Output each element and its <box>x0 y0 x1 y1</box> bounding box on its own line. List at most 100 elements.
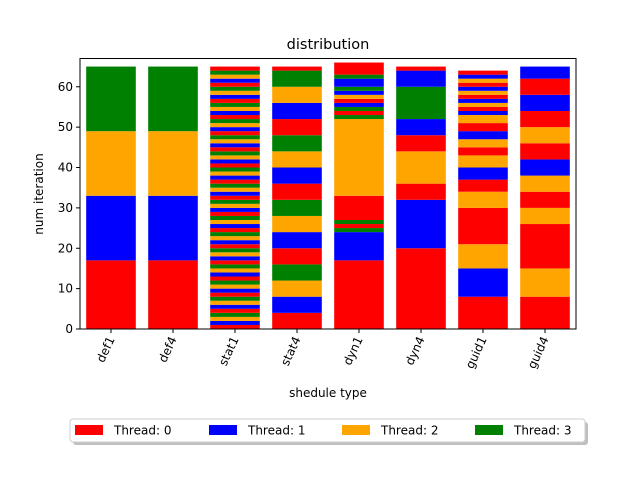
bar-segment <box>520 175 570 192</box>
bar-segment <box>210 102 260 107</box>
legend-label: Thread: 0 <box>113 424 171 438</box>
bar-segment <box>458 102 508 107</box>
bar-segment <box>334 94 384 99</box>
bar-segment <box>210 175 260 180</box>
bar-segment <box>210 70 260 75</box>
bar-segment <box>520 127 570 144</box>
bar-segment <box>210 272 260 277</box>
bar-segment <box>334 260 384 329</box>
bar-segment <box>458 110 508 116</box>
bar-segment <box>210 110 260 116</box>
bar-segment <box>210 236 260 241</box>
x-tick-label: def1 <box>94 334 118 364</box>
bar-segment <box>210 179 260 184</box>
bar-segment <box>210 135 260 140</box>
bar-stack-dyn1 <box>334 62 384 329</box>
bar-segment <box>272 135 322 152</box>
bar-stack-def4 <box>148 66 198 329</box>
chart-title: distribution <box>287 37 370 53</box>
bar-segment <box>210 199 260 204</box>
bar-segment <box>210 219 260 225</box>
bar-segment <box>210 119 260 124</box>
bar-segment <box>272 183 322 200</box>
bar-segment <box>210 151 260 156</box>
bar-segment <box>334 232 384 261</box>
x-tick-label: dyn4 <box>402 334 427 367</box>
bar-segment <box>148 131 198 196</box>
bar-segment <box>210 224 260 229</box>
bar-segment <box>396 70 446 87</box>
bar-segment <box>520 191 570 208</box>
bar-segment <box>210 167 260 172</box>
bar-segment <box>520 159 570 176</box>
bar-segment <box>458 82 508 87</box>
bar-stack-guid4 <box>520 66 570 329</box>
bar-segment <box>272 248 322 265</box>
bar-segment <box>210 74 260 79</box>
bar-segment <box>458 179 508 192</box>
legend-swatch <box>75 425 103 435</box>
bar-segment <box>86 131 136 196</box>
bar-segment <box>210 264 260 269</box>
bar-segment <box>210 292 260 297</box>
legend-swatch <box>342 425 370 435</box>
bar-segment <box>210 215 260 220</box>
bar-segment <box>210 308 260 313</box>
y-tick-label: 30 <box>58 201 73 215</box>
bar-segment <box>520 296 570 329</box>
bar-segment <box>396 135 446 152</box>
bar-segment <box>210 78 260 83</box>
bar-segment <box>458 86 508 91</box>
bar-segment <box>334 78 384 87</box>
bar-segment <box>210 228 260 233</box>
bar-segment <box>520 143 570 160</box>
x-tick-label: guid1 <box>463 334 490 371</box>
bar-segment <box>458 147 508 156</box>
bar-segment <box>520 224 570 269</box>
y-tick-label: 10 <box>58 282 73 296</box>
bar-segment <box>210 147 260 152</box>
bar-segment <box>272 66 322 71</box>
bar-segment <box>520 94 570 111</box>
bar-segment <box>272 296 322 313</box>
bar-segment <box>148 260 198 329</box>
bar-segment <box>520 268 570 297</box>
bar-segment <box>210 320 260 325</box>
bar-segment <box>210 280 260 285</box>
bar-segment <box>210 183 260 188</box>
y-tick-label: 40 <box>58 161 73 175</box>
bar-segment <box>458 74 508 79</box>
bar-segment <box>86 260 136 329</box>
bar-segment <box>334 224 384 229</box>
bar-segment <box>272 119 322 136</box>
bar-segment <box>520 207 570 225</box>
bar-segment <box>334 86 384 91</box>
bar-segment <box>272 102 322 120</box>
x-tick-label: stat4 <box>278 334 304 368</box>
bar-segment <box>458 94 508 99</box>
bar-segment <box>334 195 384 220</box>
bar-segment <box>210 268 260 273</box>
legend: Thread: 0 Thread: 1 Thread: 2 Thread: 3 <box>69 418 588 445</box>
bar-segment <box>272 86 322 103</box>
bar-segment <box>458 207 508 245</box>
bar-segment <box>210 143 260 148</box>
bar-segment <box>396 183 446 200</box>
bar-segment <box>334 98 384 103</box>
bar-segment <box>272 215 322 233</box>
bar-segment <box>272 312 322 329</box>
bar-segment <box>334 228 384 233</box>
x-axis: def1 def4 stat1 stat4 dyn1 dyn4 guid1 guid4 <box>94 329 552 371</box>
bar-segment <box>210 256 260 261</box>
legend-swatch <box>209 425 237 435</box>
legend-swatch <box>475 425 503 435</box>
bar-segment <box>210 106 260 111</box>
bar-segment <box>210 187 260 192</box>
bar-segment <box>458 296 508 329</box>
bar-segment <box>334 106 384 111</box>
bar-segment <box>334 102 384 107</box>
bar-segment <box>210 131 260 136</box>
bar-stack-stat1 <box>210 66 260 329</box>
bar-segment <box>210 171 260 176</box>
